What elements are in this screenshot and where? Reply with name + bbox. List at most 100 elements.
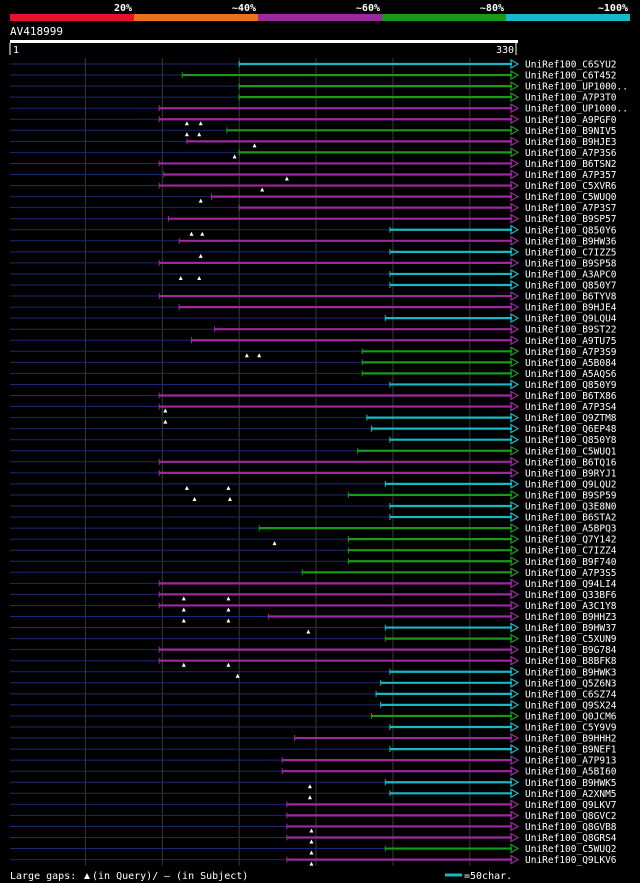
hit-arrow-38 — [510, 467, 520, 478]
hit-label-70[interactable]: UniRef100_Q8GVB8 — [525, 822, 617, 833]
hit-label-29[interactable]: UniRef100_A5AQS6 — [525, 369, 617, 380]
gap-marker-2 — [198, 121, 203, 126]
hit-label-69[interactable]: UniRef100_Q8GVC2 — [525, 811, 617, 822]
hit-label-22[interactable]: UniRef100_B6TYV8 — [525, 292, 617, 303]
hit-arrow-37 — [510, 456, 520, 467]
gap-marker-15 — [244, 353, 249, 358]
hit-arrow-8 — [510, 136, 520, 147]
hit-label-9[interactable]: UniRef100_A7P3S6 — [525, 148, 617, 159]
gap-marker-24 — [181, 596, 186, 601]
hit-label-44[interactable]: UniRef100_Q7Y142 — [525, 535, 617, 546]
gap-marker-32 — [226, 662, 231, 667]
hit-label-23[interactable]: UniRef100_B9HJE4 — [525, 303, 617, 314]
hit-label-72[interactable]: UniRef100_C5WUQ2 — [525, 844, 617, 855]
hit-label-33[interactable]: UniRef100_Q9ZTM8 — [525, 413, 617, 424]
hit-label-53[interactable]: UniRef100_C5XUN9 — [525, 634, 617, 645]
hit-label-10[interactable]: UniRef100_B6TSN2 — [525, 159, 617, 170]
hit-label-38[interactable]: UniRef100_B9RYJ1 — [525, 468, 617, 479]
hit-arrow-62 — [510, 733, 520, 744]
hit-label-6[interactable]: UniRef100_A9PGF0 — [525, 115, 617, 126]
hit-label-58[interactable]: UniRef100_C6SZ74 — [525, 689, 617, 700]
hit-label-32[interactable]: UniRef100_A7P3S4 — [525, 402, 617, 413]
gap-marker-1 — [184, 121, 189, 126]
hit-label-19[interactable]: UniRef100_B9SP58 — [525, 258, 617, 269]
legend-subject-gap-label: – (in Subject) — [164, 871, 248, 882]
hit-label-5[interactable]: UniRef100_UP1000.. — [525, 104, 628, 115]
hit-label-27[interactable]: UniRef100_A7P3S9 — [525, 347, 617, 358]
hit-label-54[interactable]: UniRef100_B9G784 — [525, 645, 617, 656]
hit-label-21[interactable]: UniRef100_Q850Y7 — [525, 281, 617, 292]
hit-label-39[interactable]: UniRef100_Q9LQU2 — [525, 479, 617, 490]
hit-label-56[interactable]: UniRef100_B9HWK3 — [525, 667, 617, 678]
hit-arrow-41 — [510, 500, 520, 512]
hit-label-17[interactable]: UniRef100_B9HW36 — [525, 236, 617, 247]
hit-label-67[interactable]: UniRef100_A2XNM5 — [525, 789, 617, 800]
hit-label-4[interactable]: UniRef100_A7P3T0 — [525, 93, 617, 104]
hit-label-14[interactable]: UniRef100_A7P3S7 — [525, 203, 617, 214]
hit-label-30[interactable]: UniRef100_Q850Y9 — [525, 380, 617, 391]
hit-arrow-68 — [510, 799, 520, 810]
hit-label-18[interactable]: UniRef100_C7IZZ5 — [525, 247, 617, 258]
hit-label-26[interactable]: UniRef100_A9TU75 — [525, 336, 617, 347]
hit-arrow-53 — [510, 633, 520, 644]
hit-label-2[interactable]: UniRef100_C6T452 — [525, 71, 617, 82]
hit-label-59[interactable]: UniRef100_Q9SX24 — [525, 700, 617, 711]
hit-label-50[interactable]: UniRef100_A3C1Y8 — [525, 601, 617, 612]
hit-label-46[interactable]: UniRef100_B9F740 — [525, 557, 617, 568]
hit-label-45[interactable]: UniRef100_C7IZZ4 — [525, 546, 617, 557]
hit-label-20[interactable]: UniRef100_A3APC0 — [525, 269, 617, 280]
hit-label-48[interactable]: UniRef100_Q94LI4 — [525, 579, 617, 590]
identity-bin-4 — [382, 14, 506, 21]
hit-label-63[interactable]: UniRef100_B9NEF1 — [525, 745, 617, 756]
hit-arrow-47 — [510, 567, 520, 578]
hit-arrow-71 — [510, 832, 520, 843]
hit-label-71[interactable]: UniRef100_Q8GRS4 — [525, 833, 617, 844]
gap-marker-10 — [189, 231, 194, 236]
hit-label-68[interactable]: UniRef100_Q9LKV7 — [525, 800, 617, 811]
hit-label-73[interactable]: UniRef100_Q9LKV6 — [525, 855, 617, 866]
hit-label-24[interactable]: UniRef100_Q9LQU4 — [525, 314, 617, 325]
hit-arrow-26 — [510, 335, 520, 346]
hit-label-41[interactable]: UniRef100_Q3E8N0 — [525, 502, 617, 513]
gap-marker-12 — [198, 253, 203, 258]
hit-arrow-36 — [510, 445, 520, 456]
hit-label-47[interactable]: UniRef100_A7P3S5 — [525, 568, 617, 579]
hit-label-7[interactable]: UniRef100_B9NIV5 — [525, 126, 617, 137]
hit-label-8[interactable]: UniRef100_B9HJE3 — [525, 137, 617, 148]
hit-label-12[interactable]: UniRef100_C5XVR6 — [525, 181, 617, 192]
hit-label-60[interactable]: UniRef100_Q0JCM6 — [525, 711, 617, 722]
hit-label-51[interactable]: UniRef100_B9HHZ3 — [525, 612, 617, 623]
hit-label-42[interactable]: UniRef100_B6STA2 — [525, 513, 617, 524]
gap-marker-19 — [184, 485, 189, 490]
hit-label-43[interactable]: UniRef100_A5BPQ3 — [525, 524, 617, 535]
hit-label-49[interactable]: UniRef100_Q33BF6 — [525, 590, 617, 601]
hit-label-1[interactable]: UniRef100_C6SYU2 — [525, 60, 617, 71]
hit-label-28[interactable]: UniRef100_A5B084 — [525, 358, 617, 369]
hit-label-57[interactable]: UniRef100_Q5Z6N3 — [525, 678, 617, 689]
hit-arrow-52 — [510, 622, 520, 633]
hit-label-35[interactable]: UniRef100_Q850Y8 — [525, 435, 617, 446]
hit-label-37[interactable]: UniRef100_B6TQ16 — [525, 457, 617, 468]
hit-label-61[interactable]: UniRef100_C5Y9V9 — [525, 723, 617, 734]
hit-label-13[interactable]: UniRef100_C5WUQ0 — [525, 192, 617, 203]
hit-label-16[interactable]: UniRef100_Q850Y6 — [525, 225, 617, 236]
hit-label-36[interactable]: UniRef100_C5WUQ1 — [525, 446, 617, 457]
hit-label-64[interactable]: UniRef100_A7P913 — [525, 756, 617, 767]
gap-marker-33 — [235, 673, 240, 678]
identity-bin-label-3: ~60% — [356, 3, 380, 14]
hit-label-34[interactable]: UniRef100_Q6EP48 — [525, 424, 617, 435]
hit-label-31[interactable]: UniRef100_B6TX86 — [525, 391, 617, 402]
hit-label-62[interactable]: UniRef100_B9HHH2 — [525, 734, 617, 745]
hit-label-66[interactable]: UniRef100_B9HWK5 — [525, 778, 617, 789]
hit-label-3[interactable]: UniRef100_UP1000.. — [525, 82, 628, 93]
hit-label-15[interactable]: UniRef100_B9SP57 — [525, 214, 617, 225]
hit-arrow-19 — [510, 257, 520, 268]
hit-label-40[interactable]: UniRef100_B9SP59 — [525, 490, 617, 501]
hit-label-65[interactable]: UniRef100_A5BI60 — [525, 767, 617, 778]
hit-arrow-48 — [510, 578, 520, 589]
hit-label-11[interactable]: UniRef100_A7P357 — [525, 170, 617, 181]
hit-label-25[interactable]: UniRef100_B9ST22 — [525, 325, 617, 336]
hit-label-52[interactable]: UniRef100_B9HW37 — [525, 623, 617, 634]
hit-label-55[interactable]: UniRef100_B8BFK8 — [525, 656, 617, 667]
gap-marker-30 — [306, 629, 311, 634]
